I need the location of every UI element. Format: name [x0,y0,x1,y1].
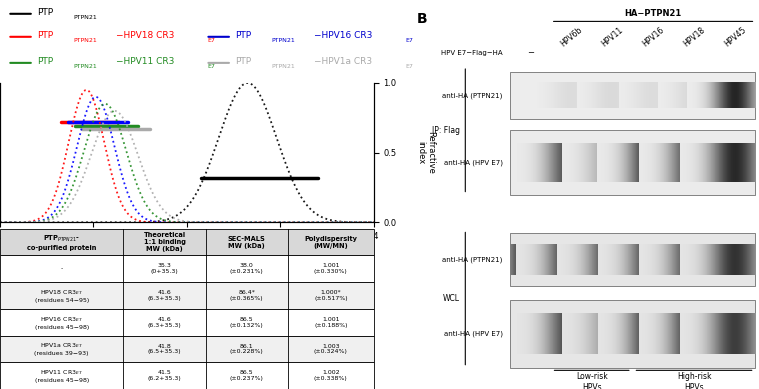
Text: Polydispersity
(MW/MN): Polydispersity (MW/MN) [304,235,357,249]
Text: 1.003
(±0.324%): 1.003 (±0.324%) [314,343,348,354]
Y-axis label: Refractive
index: Refractive index [416,131,436,174]
Text: 1.002
(±0.338%): 1.002 (±0.338%) [314,370,348,381]
Bar [0,309,373,336]
Text: PTP: PTP [235,31,252,40]
Text: PTPN21: PTPN21 [271,64,294,69]
Text: −HPV11 CR3: −HPV11 CR3 [116,57,175,66]
Text: PTP$_{PTPN21}$-
co-purified protein: PTP$_{PTPN21}$- co-purified protein [27,233,96,251]
Text: HPV6b: HPV6b [559,25,584,49]
Text: HPV18: HPV18 [682,26,707,49]
Text: -: - [61,266,63,271]
Text: 86.4*
(±0.365%): 86.4* (±0.365%) [230,290,263,301]
Text: anti-HA (PTPN21): anti-HA (PTPN21) [442,256,502,263]
Text: PTPN21: PTPN21 [271,38,294,43]
Text: HPV16: HPV16 [641,26,666,49]
Text: 1.001
(±0.330%): 1.001 (±0.330%) [314,263,348,274]
Text: anti-HA (HPV E7): anti-HA (HPV E7) [444,159,502,166]
Text: anti-HA (HPV E7): anti-HA (HPV E7) [444,330,502,337]
Text: 86.5
(±0.132%): 86.5 (±0.132%) [230,317,263,328]
Text: 41.8
(6.5+35.3): 41.8 (6.5+35.3) [148,343,181,354]
Text: PTPN21: PTPN21 [73,64,96,69]
Text: −HPV18 CR3: −HPV18 CR3 [116,31,175,40]
Text: HA−PTPN21: HA−PTPN21 [625,9,682,18]
Text: 86.5
(±0.237%): 86.5 (±0.237%) [230,370,263,381]
Text: E7: E7 [207,64,216,69]
Text: 41.6
(6.3+35.3): 41.6 (6.3+35.3) [147,317,181,328]
Text: PTP: PTP [37,57,53,66]
Bar [510,233,755,286]
Text: E7: E7 [405,64,414,69]
Text: Theoretical
1:1 binding
MW (kDa): Theoretical 1:1 binding MW (kDa) [143,232,185,252]
Text: PTP: PTP [37,31,53,40]
Text: E7: E7 [405,38,414,43]
Text: B: B [417,12,428,26]
Text: HPV16 CR3$_{E7}$
(residues 45−98): HPV16 CR3$_{E7}$ (residues 45−98) [35,315,89,329]
Text: anti-HA (PTPN21): anti-HA (PTPN21) [442,92,502,98]
Text: IP: Flag: IP: Flag [432,126,460,135]
Text: HPV11 CR3$_{E7}$
(residues 45−98): HPV11 CR3$_{E7}$ (residues 45−98) [35,368,89,383]
Text: HPV1a CR3$_{E7}$
(residues 39−93): HPV1a CR3$_{E7}$ (residues 39−93) [34,342,89,356]
Bar [0,256,373,282]
Text: PTPN21: PTPN21 [73,38,96,43]
Bar [510,72,755,119]
Bar [0,229,373,256]
Text: PTP: PTP [37,8,53,17]
Text: 41.6
(6.3+35.3): 41.6 (6.3+35.3) [147,290,181,301]
Text: 1.000*
(±0.517%): 1.000* (±0.517%) [314,290,348,301]
Text: 38.0
(±0.231%): 38.0 (±0.231%) [230,263,263,274]
Bar [0,336,373,362]
Text: 41.5
(6.2+35.3): 41.5 (6.2+35.3) [147,370,181,381]
Text: HPV45: HPV45 [723,25,748,49]
Bar [0,282,373,309]
Text: 86.1
(±0.228%): 86.1 (±0.228%) [230,343,263,354]
Text: E7: E7 [207,38,216,43]
Text: SEC-MALS
MW (kDa): SEC-MALS MW (kDa) [228,235,266,249]
Bar [510,300,755,368]
Text: HPV18 CR3$_{E7}$
(residues 54−95): HPV18 CR3$_{E7}$ (residues 54−95) [35,288,89,303]
Text: HPV E7−Flag−HA: HPV E7−Flag−HA [441,49,502,56]
Text: High-risk
HPVs: High-risk HPVs [677,372,711,389]
Bar [510,130,755,194]
Text: Low-risk
HPVs: Low-risk HPVs [576,372,607,389]
Text: PTPN21: PTPN21 [73,15,96,20]
Text: WCL: WCL [443,294,460,303]
Text: −HPV16 CR3: −HPV16 CR3 [314,31,373,40]
Text: PTP: PTP [235,57,252,66]
Text: 1.001
(±0.188%): 1.001 (±0.188%) [314,317,348,328]
Text: 35.3
(0+35.3): 35.3 (0+35.3) [150,263,178,274]
Text: −: − [527,48,534,57]
Text: HPV11: HPV11 [600,26,625,49]
Text: −HPV1a CR3: −HPV1a CR3 [314,57,372,66]
Bar [0,362,373,389]
